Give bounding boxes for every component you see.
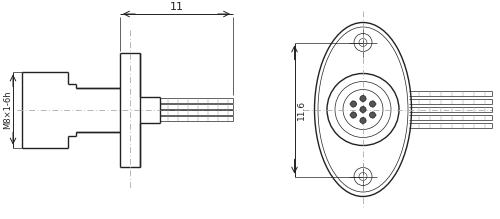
Circle shape [360, 95, 366, 101]
Text: M8×1-6h: M8×1-6h [4, 90, 13, 129]
Text: 11.6: 11.6 [296, 99, 306, 120]
Circle shape [370, 101, 376, 107]
Text: 11: 11 [170, 2, 183, 12]
Circle shape [370, 112, 376, 118]
Circle shape [350, 112, 356, 118]
Circle shape [350, 101, 356, 107]
Circle shape [360, 118, 366, 124]
Circle shape [360, 106, 366, 113]
